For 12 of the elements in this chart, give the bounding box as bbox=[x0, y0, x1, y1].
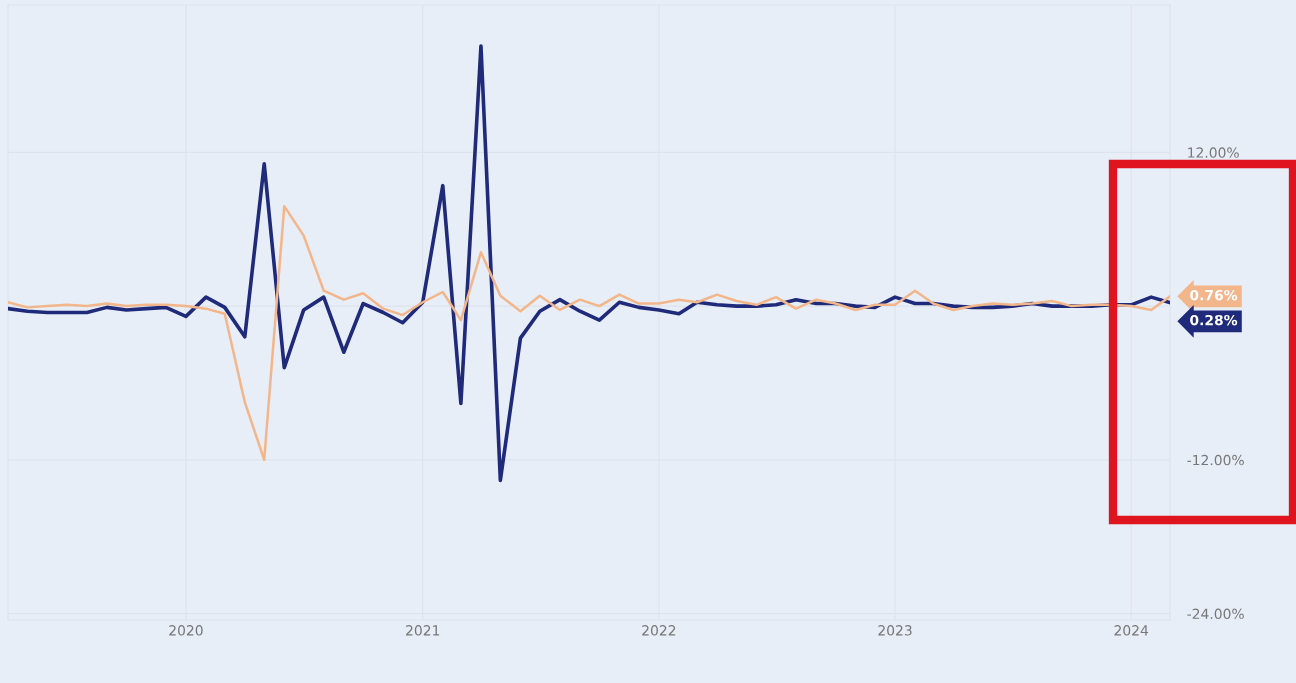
x-tick-label: 2022 bbox=[642, 625, 676, 636]
line-series bbox=[8, 44, 1170, 483]
x-tick-label: 2023 bbox=[878, 625, 912, 636]
y-tick-label: -24.00% bbox=[1187, 608, 1244, 620]
y-tick-label: 12.00% bbox=[1188, 147, 1239, 158]
y-tick-label: -12.00% bbox=[1187, 454, 1244, 466]
x-tick-label: 2024 bbox=[1114, 625, 1149, 636]
data-label: 0.76% bbox=[1190, 289, 1238, 301]
line-series bbox=[8, 204, 1170, 462]
x-tick-label: 2020 bbox=[169, 625, 203, 636]
data-label: 0.28% bbox=[1190, 314, 1238, 326]
x-tick-label: 2021 bbox=[406, 625, 440, 636]
